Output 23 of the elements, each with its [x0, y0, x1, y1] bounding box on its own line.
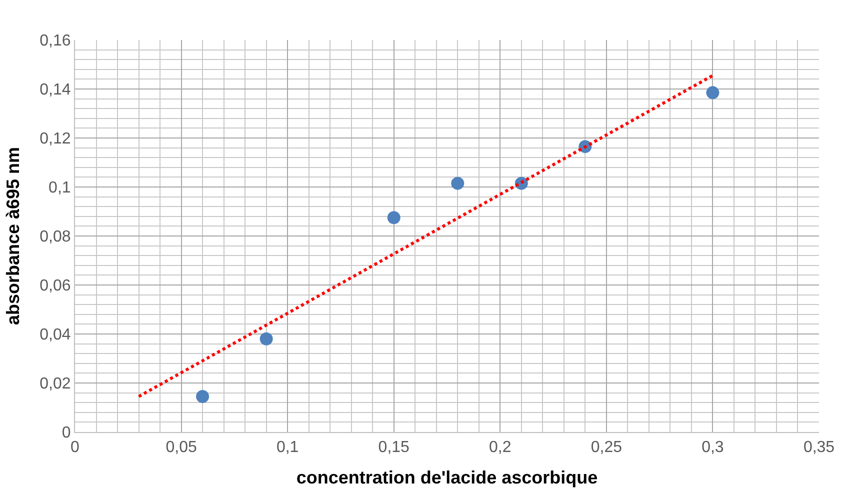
x-tick-label: 0,15 [378, 439, 410, 456]
y-tick-label: 0,14 [40, 82, 71, 99]
y-tick-label: 0,12 [40, 130, 71, 148]
y-tick-label: 0,16 [40, 32, 71, 50]
point [196, 390, 210, 403]
point [451, 176, 464, 190]
x-axis-title: concentration de'lacide ascorbique [296, 467, 598, 488]
x-tick-label: 0,3 [702, 439, 724, 456]
y-axis-title: absorbance à695 nm [2, 146, 23, 326]
y-tick-label: 0,1 [48, 180, 71, 197]
y-tick-label: 0 [62, 424, 71, 442]
y-tick-label: 0,06 [40, 278, 71, 295]
y-tick-label: 0,02 [40, 376, 71, 393]
y-tick-label: 0,04 [40, 326, 71, 344]
x-tick-label: 0,05 [166, 439, 197, 456]
x-tick-label: 0,2 [489, 439, 512, 456]
point [387, 211, 400, 224]
x-tick-label: 0,35 [803, 439, 835, 456]
point [706, 86, 720, 100]
x-tick-label: 0,25 [590, 439, 622, 456]
point [260, 332, 273, 346]
x-tick-label: 0,1 [276, 439, 299, 456]
y-tick-label: 0,08 [40, 228, 71, 246]
